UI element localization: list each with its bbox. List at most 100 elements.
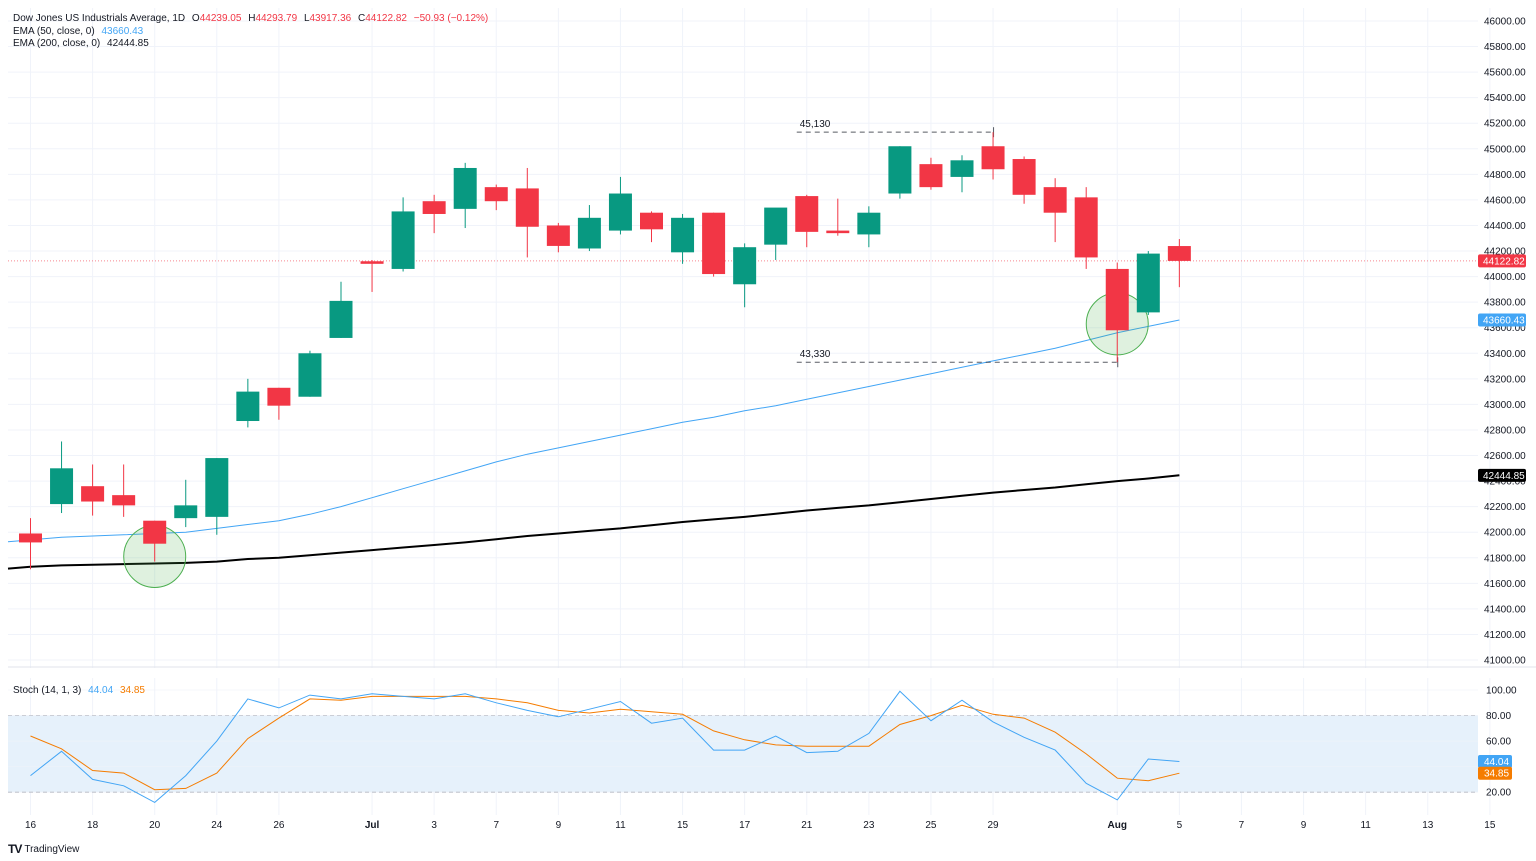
candle-body <box>174 505 198 519</box>
candle <box>1012 156 1036 204</box>
x-tick-label: 29 <box>987 820 999 831</box>
symbol-title: Dow Jones US Industrials Average, <box>13 13 170 24</box>
candle <box>236 378 260 428</box>
price-tag-label: 42444.85 <box>1483 471 1525 482</box>
ema50-value: 43660.43 <box>101 26 144 37</box>
y-tick-label: 44000.00 <box>1484 272 1526 283</box>
candle <box>919 157 943 190</box>
candle <box>515 167 539 258</box>
candle-body <box>1167 246 1191 261</box>
candle-body <box>546 225 570 246</box>
candle-body <box>640 212 663 230</box>
x-tick-label: 5 <box>1177 820 1183 831</box>
ohlc-low: L43917.36 <box>303 13 352 24</box>
candle <box>826 198 850 236</box>
candle <box>950 155 974 193</box>
candle-body <box>453 167 477 209</box>
candle <box>360 259 384 292</box>
ohlc-change: −50.93 (−0.12%) <box>413 13 489 24</box>
x-tick-label: 24 <box>211 820 223 831</box>
y-tick-label: 42400.00 <box>1484 477 1526 488</box>
ohlc-high: H44293.79 <box>248 13 298 24</box>
candle <box>857 206 881 248</box>
stoch-y-tick-label: 20.00 <box>1486 788 1511 799</box>
candle-body <box>733 247 757 285</box>
candle-body <box>1105 268 1129 331</box>
y-tick-label: 45000.00 <box>1484 144 1526 155</box>
candle <box>546 222 570 253</box>
price-tag <box>1478 313 1526 327</box>
candle-body <box>1074 197 1098 258</box>
candle-body <box>1136 253 1160 313</box>
ema200-line <box>7 474 1180 570</box>
candle-body <box>950 160 974 177</box>
ohlc-open: O44239.05 <box>191 13 242 24</box>
candle-body <box>81 486 105 502</box>
y-tick-label: 45200.00 <box>1484 119 1526 130</box>
candle-body <box>577 217 601 249</box>
ema50-legend: EMA (50, close, 0) 43660.43 <box>13 26 143 38</box>
y-tick-label: 44200.00 <box>1484 247 1526 258</box>
stoch-d-line <box>30 695 1180 791</box>
y-tick-label: 43000.00 <box>1484 400 1526 411</box>
candle-body <box>981 146 1005 170</box>
candle <box>112 464 136 517</box>
stoch-legend: Stoch (14, 1, 3) 44.04 34.85 <box>13 685 145 697</box>
candle <box>702 212 726 277</box>
y-tick-label: 45400.00 <box>1484 93 1526 104</box>
y-tick-label: 42000.00 <box>1484 528 1526 539</box>
stoch-d-value: 34.85 <box>119 685 145 696</box>
y-tick-label: 42600.00 <box>1484 451 1526 462</box>
ema50-label: EMA (50, close, 0) <box>13 26 95 37</box>
candle <box>671 213 695 264</box>
y-tick-label: 41200.00 <box>1484 630 1526 641</box>
candle <box>484 184 508 211</box>
candle-body <box>19 533 42 543</box>
price-tag <box>1478 468 1526 482</box>
candle-body <box>205 458 229 517</box>
y-tick-label: 42800.00 <box>1484 425 1526 436</box>
x-tick-label: Aug <box>1108 820 1127 831</box>
candle-body <box>764 207 788 245</box>
ema200-label: EMA (200, close, 0) <box>13 38 101 49</box>
ohlc-close: C44122.82 <box>358 13 407 24</box>
x-tick-label: 11 <box>615 820 626 831</box>
stoch-label: Stoch (14, 1, 3) <box>13 685 82 696</box>
price-tag-label: 44122.82 <box>1483 256 1525 267</box>
candle <box>50 441 74 514</box>
stoch-y-tick-label: 60.00 <box>1486 737 1511 748</box>
annotation-label: 43,330 <box>800 349 831 360</box>
candle-body <box>671 217 695 253</box>
candle <box>298 350 322 397</box>
candle-body <box>857 212 881 235</box>
candle <box>19 518 42 570</box>
y-tick-label: 41400.00 <box>1484 604 1526 615</box>
candle-body <box>888 146 912 194</box>
candle <box>1074 187 1098 269</box>
main-legend: Dow Jones US Industrials Average, 1D O44… <box>13 13 488 25</box>
x-tick-label: 15 <box>677 820 689 831</box>
x-tick-label: 20 <box>149 820 161 831</box>
candle-body <box>143 520 167 544</box>
x-tick-label: 25 <box>925 820 937 831</box>
y-tick-label: 45800.00 <box>1484 42 1526 53</box>
candle-body <box>702 212 726 275</box>
x-tick-label: Jul <box>365 820 380 831</box>
stoch-band <box>8 715 1478 793</box>
candle-body <box>50 468 74 505</box>
tradingview-logo[interactable]: TV TradingView <box>8 842 79 856</box>
candle <box>608 176 632 235</box>
y-tick-label: 44400.00 <box>1484 221 1526 232</box>
y-tick-label: 43800.00 <box>1484 298 1526 309</box>
candle-body <box>360 261 384 264</box>
candle-body <box>484 187 508 202</box>
y-tick-label: 41000.00 <box>1484 656 1526 667</box>
candle-body <box>826 230 850 234</box>
x-tick-label: 3 <box>431 820 437 831</box>
candle <box>329 281 353 338</box>
candle <box>640 211 663 243</box>
y-tick-label: 43200.00 <box>1484 374 1526 385</box>
candle-body <box>112 495 136 506</box>
candle <box>981 132 1005 180</box>
